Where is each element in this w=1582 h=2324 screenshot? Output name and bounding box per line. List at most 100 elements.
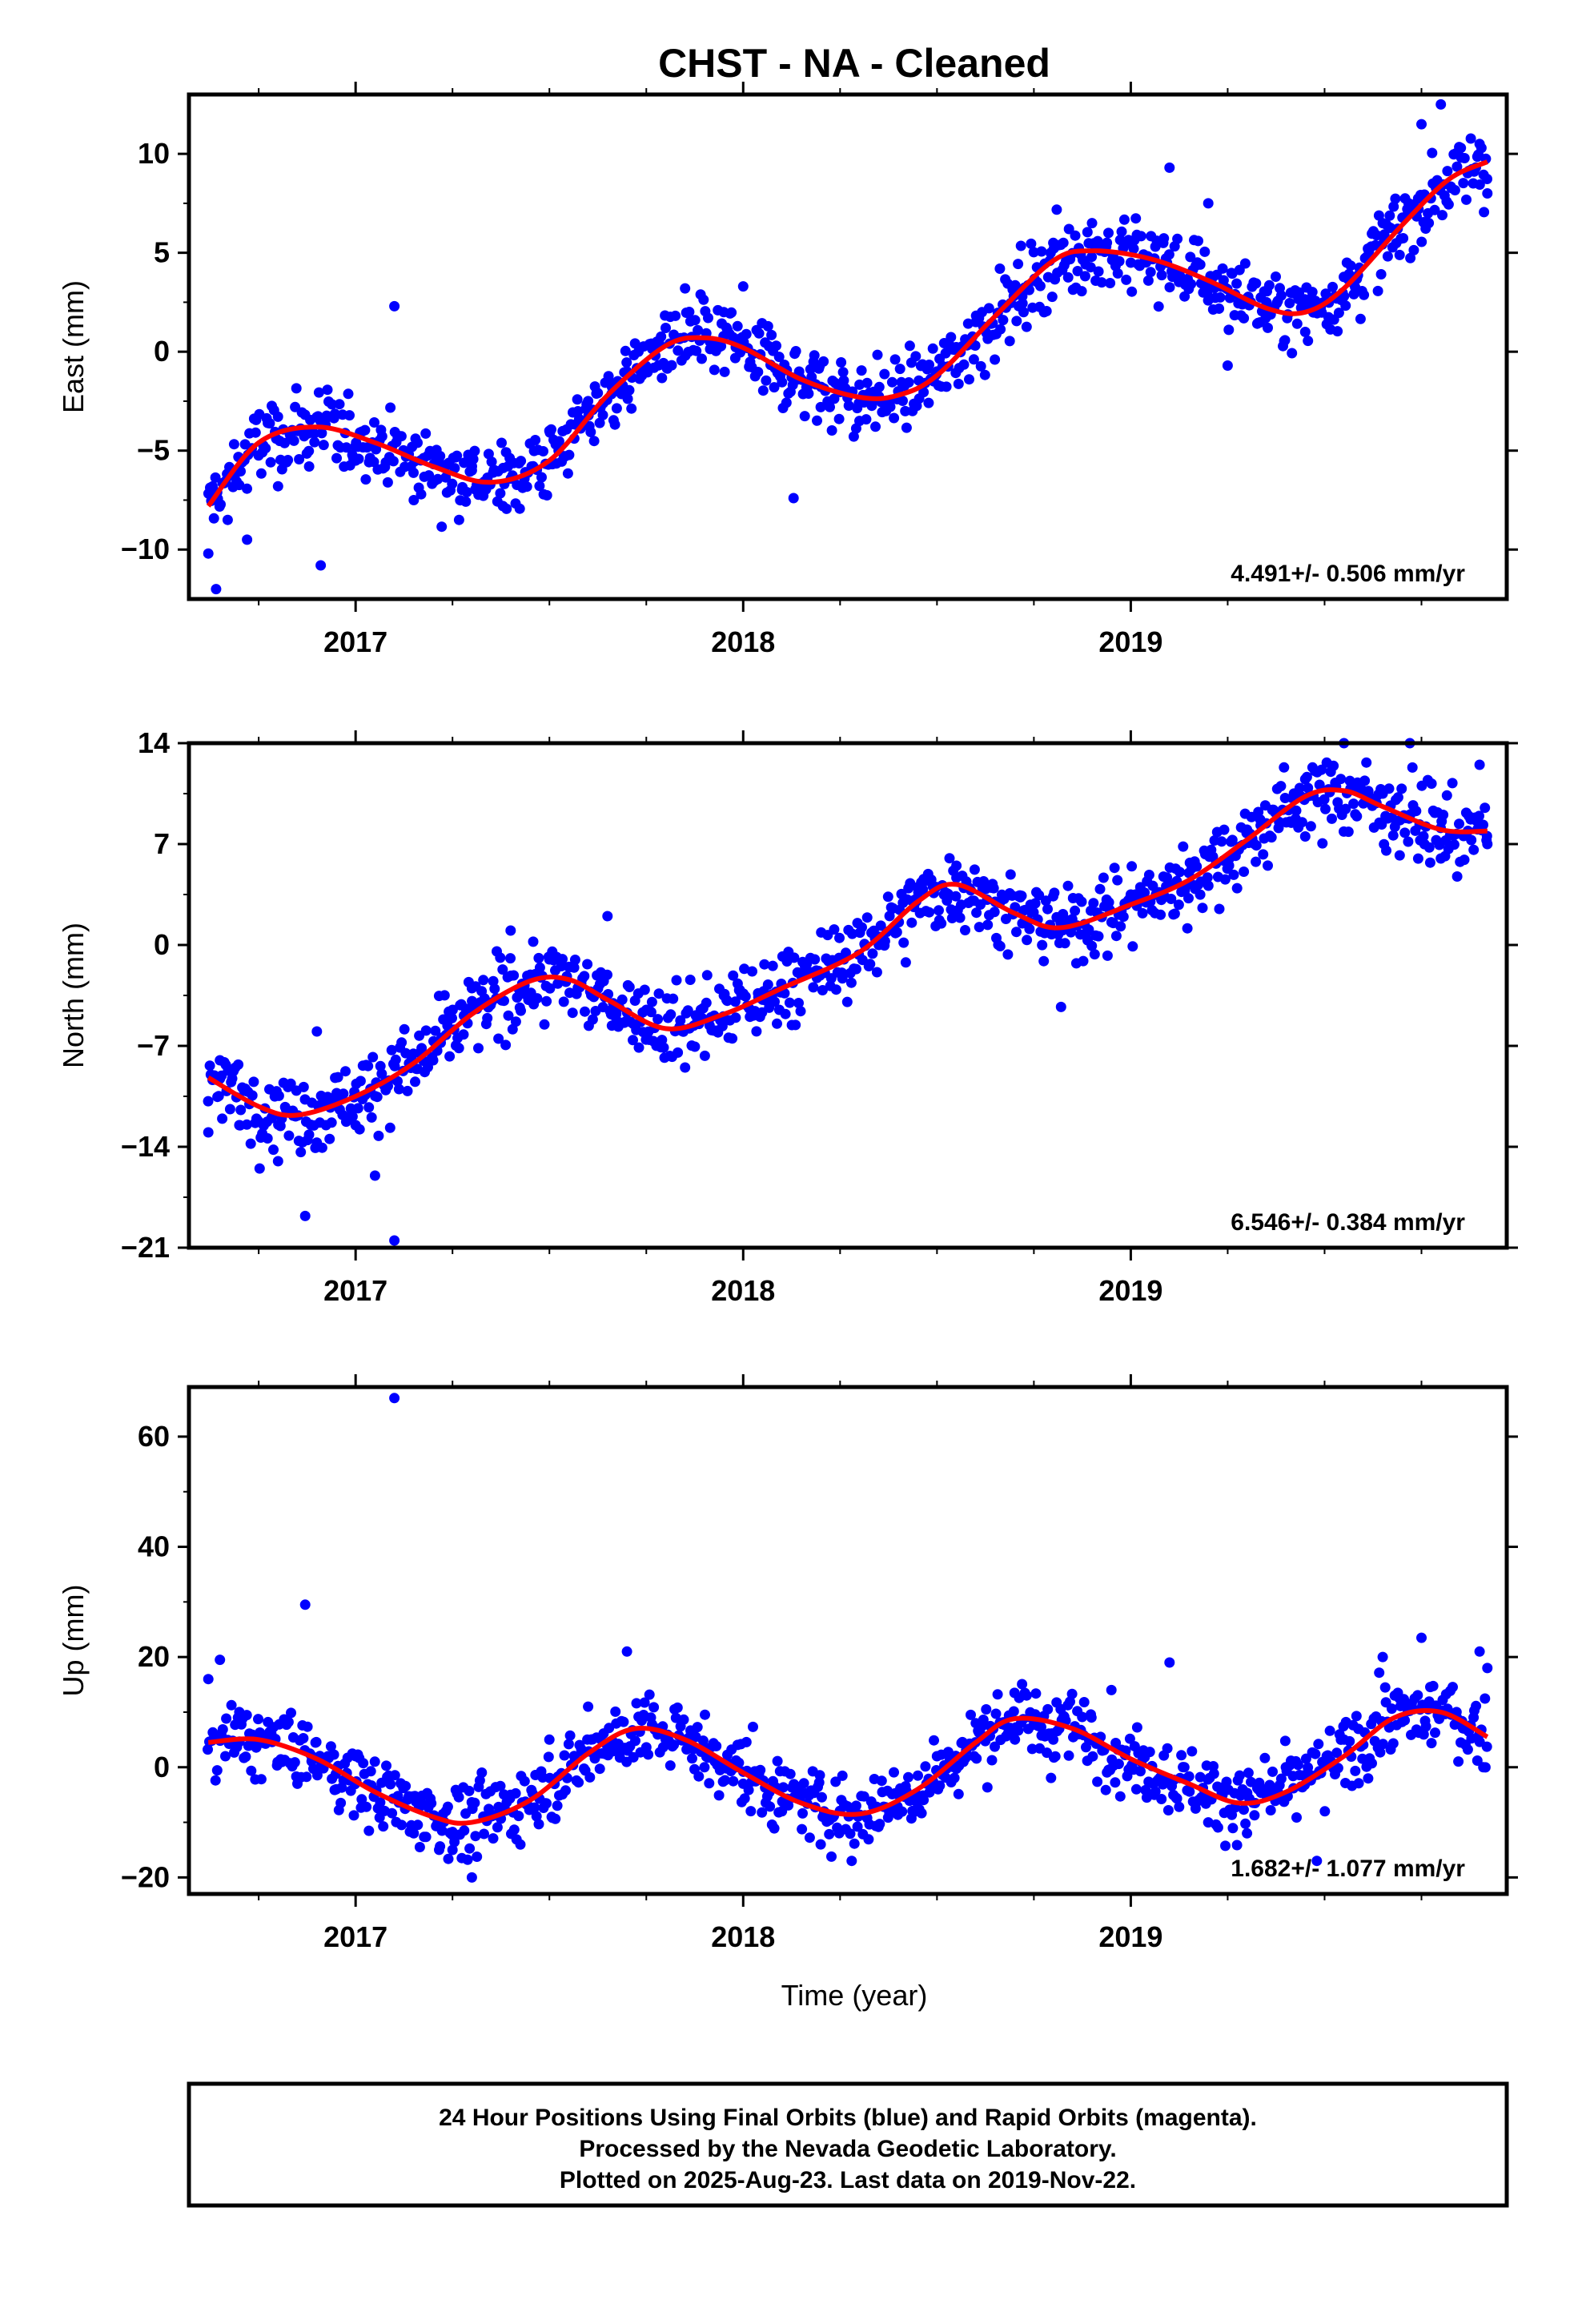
data-point	[1291, 1812, 1302, 1823]
data-point	[990, 354, 1001, 365]
data-point	[1174, 866, 1185, 878]
data-point	[1258, 849, 1269, 860]
data-point	[286, 1707, 296, 1719]
data-point	[1166, 894, 1177, 904]
data-point	[309, 436, 320, 448]
data-point	[978, 876, 990, 887]
data-point	[1372, 285, 1383, 296]
data-point	[879, 368, 890, 380]
data-point	[1078, 955, 1089, 967]
data-point	[998, 315, 1009, 326]
data-point	[303, 1129, 315, 1140]
data-point	[797, 1807, 808, 1819]
data-point	[1239, 1804, 1249, 1815]
data-point	[737, 1778, 749, 1789]
data-point	[1144, 1747, 1155, 1758]
data-point	[846, 1856, 857, 1867]
data-point	[1458, 178, 1469, 189]
data-point	[873, 381, 885, 392]
data-point	[1050, 1751, 1061, 1762]
footer-box: 24 Hour Positions Using Final Orbits (bl…	[187, 2081, 1509, 2208]
data-point	[975, 360, 986, 372]
data-point	[1077, 1711, 1088, 1723]
x-axis-label: Time (year)	[781, 1979, 928, 2012]
data-point	[453, 514, 464, 525]
data-point	[704, 1778, 715, 1789]
data-point	[685, 975, 696, 985]
data-point	[697, 353, 707, 364]
data-point	[538, 446, 548, 456]
data-point	[587, 1014, 598, 1025]
data-point	[830, 984, 841, 995]
data-point	[447, 1844, 458, 1856]
data-point	[210, 472, 221, 483]
data-point	[643, 1749, 654, 1760]
data-point	[729, 996, 741, 1007]
data-point	[1135, 231, 1146, 242]
data-point	[1055, 1001, 1066, 1012]
data-point	[552, 1800, 563, 1811]
data-point	[283, 1130, 295, 1141]
east-y-axis-label: East (mm)	[57, 280, 90, 413]
data-point	[982, 919, 994, 931]
data-point	[440, 472, 452, 483]
data-point	[799, 411, 810, 422]
data-point	[630, 1735, 640, 1747]
data-point	[495, 1780, 506, 1791]
north-fit-line	[207, 787, 1488, 1118]
data-point	[1462, 1744, 1473, 1755]
data-point	[341, 442, 352, 453]
data-point	[1299, 327, 1311, 337]
data-point	[224, 1104, 235, 1115]
data-point	[334, 399, 345, 410]
data-point	[1314, 779, 1325, 790]
data-point	[1251, 278, 1262, 289]
data-point	[871, 967, 882, 978]
data-point	[469, 445, 480, 456]
data-point	[894, 364, 905, 375]
data-point	[568, 962, 580, 973]
data-point	[557, 954, 568, 965]
data-point	[639, 1697, 650, 1708]
data-point	[408, 467, 419, 478]
data-point	[863, 1834, 874, 1845]
data-point	[1284, 298, 1295, 308]
data-point	[389, 1393, 400, 1404]
data-point	[699, 1050, 710, 1061]
data-point	[343, 388, 354, 400]
data-point	[1472, 1755, 1483, 1766]
data-point	[680, 1062, 691, 1073]
data-point	[1474, 139, 1485, 150]
data-point	[412, 1819, 424, 1831]
data-point	[761, 375, 772, 386]
data-point	[1399, 827, 1411, 838]
east-rate-label: 4.491+/- 0.506 mm/yr	[1231, 561, 1465, 587]
y-tick-label: 20	[138, 1640, 170, 1673]
data-point	[385, 402, 396, 413]
data-point	[889, 354, 901, 365]
data-point	[1375, 1747, 1386, 1758]
data-point	[897, 396, 908, 406]
data-point	[833, 413, 845, 424]
data-point	[1217, 263, 1228, 274]
data-point	[1466, 834, 1477, 846]
data-point	[1384, 210, 1395, 221]
data-point	[375, 1797, 386, 1808]
data-point	[1340, 300, 1351, 312]
data-point	[203, 1127, 214, 1138]
data-point	[1164, 282, 1175, 293]
data-point	[303, 445, 315, 456]
data-point	[1096, 277, 1107, 288]
data-point	[771, 340, 781, 352]
data-point	[1026, 1743, 1038, 1755]
data-point	[420, 1025, 432, 1036]
data-point	[1093, 266, 1104, 277]
data-point	[1008, 1706, 1019, 1717]
data-point	[829, 924, 840, 935]
data-point	[1086, 218, 1098, 229]
north-plot-frame	[187, 741, 1509, 1250]
data-point	[1131, 1722, 1142, 1733]
data-point	[376, 431, 387, 442]
data-point	[1479, 207, 1490, 218]
data-point	[325, 1741, 336, 1752]
